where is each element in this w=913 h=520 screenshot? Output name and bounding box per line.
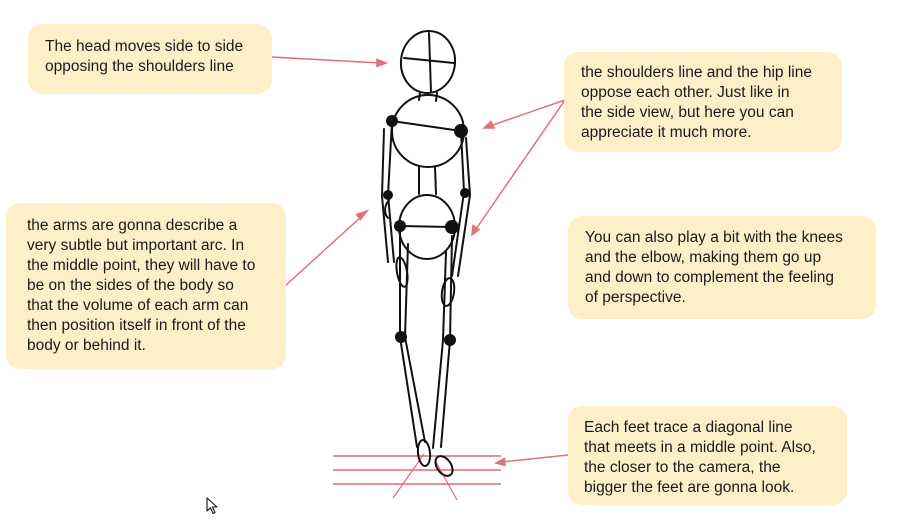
elbow-joint-left (383, 190, 393, 200)
hip-joint-right (445, 220, 459, 234)
figure-joints (383, 115, 470, 346)
mouse-pointer-icon (206, 497, 218, 515)
note-shoulders-hip-lines: the shoulders line and the hip line oppo… (564, 52, 842, 152)
shoulder-joint-right (454, 124, 468, 138)
note-knees-elbows: You can also play a bit with the knees a… (568, 216, 876, 319)
ground-lines (333, 453, 501, 501)
note-feet-diagonal: Each feet trace a diagonal line that mee… (568, 406, 847, 505)
figure-sketch (381, 30, 471, 477)
knee-joint-right (444, 334, 456, 346)
shoulder-joint-left (386, 115, 398, 127)
note-arms-arc: the arms are gonna describe a very subtl… (6, 203, 286, 369)
pointer-arrows (271, 56, 569, 467)
elbow-joint-right (460, 188, 470, 198)
note-head-movement: The head moves side to side opposing the… (28, 24, 272, 94)
hip-joint-left (394, 220, 406, 232)
knee-joint-left (395, 331, 407, 343)
